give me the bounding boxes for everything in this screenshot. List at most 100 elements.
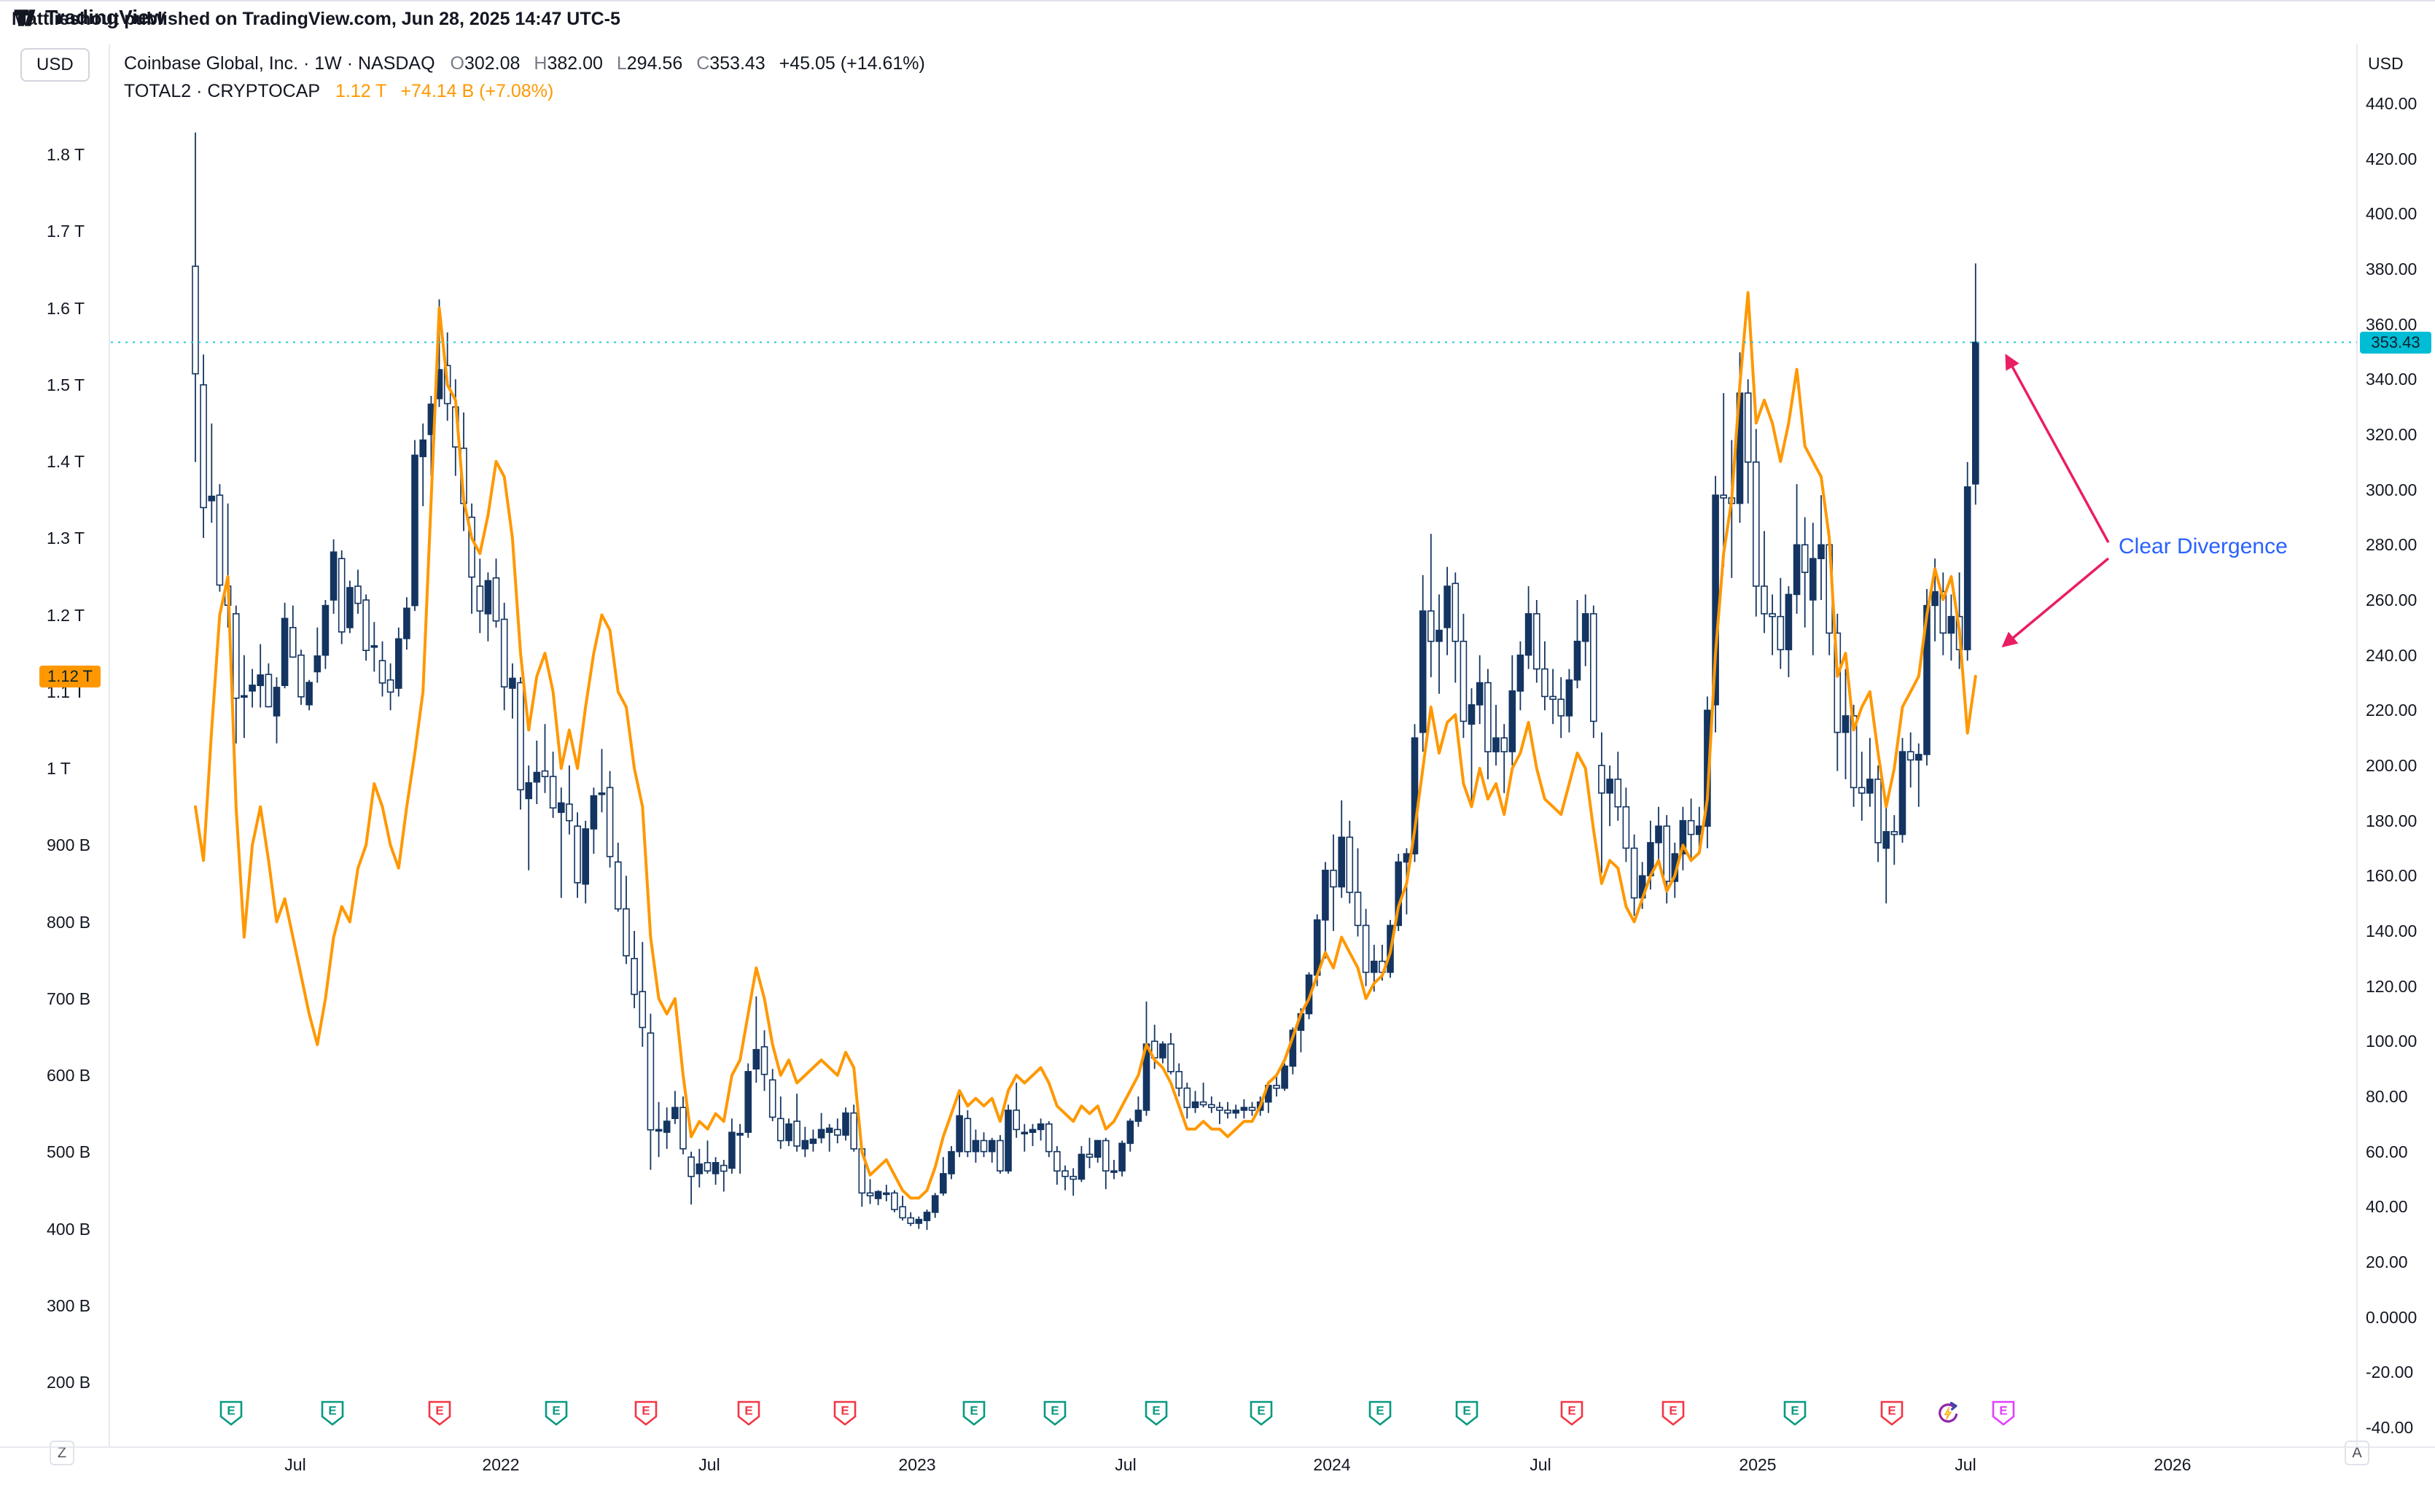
left-axis-tick: 700 B: [47, 989, 91, 1008]
earnings-badge-icon[interactable]: E: [633, 1400, 659, 1426]
earnings-badge-icon[interactable]: E: [1990, 1400, 2017, 1426]
left-axis-tick: 1.4 T: [47, 452, 85, 471]
time-axis-tick: Jul: [1530, 1455, 1551, 1474]
divergence-arrow-up: [2005, 354, 2110, 543]
earnings-badge-icon[interactable]: E: [1143, 1400, 1169, 1426]
time-axis-tick: Jul: [284, 1455, 306, 1474]
earnings-badge-icon[interactable]: E: [319, 1400, 346, 1426]
earnings-badge-icon[interactable]: E: [1248, 1400, 1274, 1426]
right-axis-tick: 260.00: [2366, 591, 2418, 609]
earnings-badge-icon[interactable]: E: [1454, 1400, 1480, 1426]
right-axis-tick: 80.00: [2366, 1087, 2408, 1106]
change-value: +45.05 (+14.61%): [779, 53, 925, 74]
legend-series-total2[interactable]: TOTAL2 · CRYPTOCAP 1.12 T +74.14 B (+7.0…: [124, 79, 934, 106]
open-label: O: [450, 53, 464, 74]
open-value: 302.08: [464, 53, 521, 74]
total2-value-badge: 1.12 T: [39, 666, 101, 687]
svg-text:E: E: [1791, 1404, 1799, 1418]
legend: Coinbase Global, Inc. · 1W · NASDAQ O302…: [124, 51, 934, 106]
svg-text:E: E: [744, 1404, 752, 1418]
svg-text:E: E: [970, 1404, 978, 1418]
right-axis-tick: -20.00: [2366, 1363, 2414, 1382]
svg-text:E: E: [227, 1404, 235, 1418]
right-axis-tick: 440.00: [2366, 94, 2418, 113]
right-axis-tick: 220.00: [2366, 701, 2418, 720]
right-axis-tick: 340.00: [2366, 370, 2418, 389]
left-scale-unit-button[interactable]: USD: [20, 48, 90, 82]
left-axis-tick: 1.6 T: [47, 299, 85, 318]
left-axis-tick: 600 B: [47, 1066, 91, 1085]
timezone-z-button[interactable]: Z: [50, 1441, 74, 1465]
svg-text:E: E: [1257, 1404, 1265, 1418]
right-axis-tick: 60.00: [2366, 1142, 2408, 1161]
earnings-badge-icon[interactable]: E: [1559, 1400, 1585, 1426]
right-axis-tick: 240.00: [2366, 646, 2418, 665]
low-label: L: [616, 53, 627, 74]
left-axis-tick: 1.3 T: [47, 529, 85, 547]
left-axis-tick: 200 B: [47, 1373, 91, 1392]
earnings-badge-icon[interactable]: E: [426, 1400, 453, 1426]
svg-text:E: E: [552, 1404, 560, 1418]
time-axis-tick: 2023: [898, 1455, 936, 1474]
svg-text:E: E: [642, 1404, 650, 1418]
right-axis-tick: 300.00: [2366, 480, 2418, 499]
right-axis-tick: 20.00: [2366, 1252, 2408, 1271]
time-axis-tick: 2026: [2154, 1455, 2192, 1474]
close-label: C: [696, 53, 710, 74]
earnings-badge-icon[interactable]: E: [543, 1400, 569, 1426]
earnings-badge-icon[interactable]: E: [1879, 1400, 1905, 1426]
earnings-badge-icon[interactable]: E: [1367, 1400, 1393, 1426]
price-value-badge: 353.43: [2360, 332, 2431, 354]
series2-value: 1.12 T: [335, 81, 387, 101]
right-axis-tick: 0.0000: [2366, 1308, 2418, 1327]
earnings-badge-icon[interactable]: E: [961, 1400, 987, 1426]
tradingview-brand-text[interactable]: TradingView: [45, 6, 165, 28]
earnings-badge-icon[interactable]: E: [1660, 1400, 1686, 1426]
svg-text:E: E: [1376, 1404, 1384, 1418]
left-axis-tick: 800 B: [47, 913, 91, 932]
right-axis-tick: 160.00: [2366, 866, 2418, 885]
right-axis-tick: 180.00: [2366, 811, 2418, 830]
earnings-badge-icon[interactable]: E: [1782, 1400, 1808, 1426]
svg-text:E: E: [328, 1404, 336, 1418]
auto-scale-a-button[interactable]: A: [2345, 1441, 2369, 1465]
earnings-badge-icon[interactable]: E: [736, 1400, 762, 1426]
right-axis-tick: 140.00: [2366, 921, 2418, 940]
right-axis-tick: -40.00: [2366, 1418, 2414, 1437]
earnings-badge-icon[interactable]: E: [1042, 1400, 1068, 1426]
right-scale-unit-label: USD: [2368, 54, 2404, 73]
svg-text:E: E: [1051, 1404, 1059, 1418]
right-axis-tick: 200.00: [2366, 756, 2418, 775]
low-value: 294.56: [626, 53, 683, 74]
series1-title: Coinbase Global, Inc. · 1W · NASDAQ: [124, 53, 435, 74]
time-axis-tick: 2025: [1739, 1455, 1777, 1474]
left-axis-tick: 1.8 T: [47, 145, 85, 164]
left-axis-tick: 900 B: [47, 835, 91, 854]
svg-text:E: E: [1669, 1404, 1677, 1418]
right-axis-tick: 400.00: [2366, 204, 2418, 223]
divergence-annotation-text[interactable]: Clear Divergence: [2119, 534, 2288, 558]
svg-text:E: E: [435, 1404, 443, 1418]
left-axis-tick: 1.5 T: [47, 375, 85, 394]
left-axis-tick: 1.2 T: [47, 606, 85, 625]
upcoming-earnings-countdown-icon[interactable]: [1935, 1400, 1961, 1426]
divergence-arrow-down: [2001, 557, 2110, 648]
legend-series-coin[interactable]: Coinbase Global, Inc. · 1W · NASDAQ O302…: [124, 51, 934, 79]
earnings-badge-icon[interactable]: E: [218, 1400, 244, 1426]
earnings-badge-icon[interactable]: E: [832, 1400, 858, 1426]
svg-text:E: E: [1152, 1404, 1160, 1418]
series2-title: TOTAL2 · CRYPTOCAP: [124, 81, 321, 101]
left-axis-tick: 400 B: [47, 1220, 91, 1239]
time-axis-tick: Jul: [1115, 1455, 1137, 1474]
tradingview-logo-icon: [12, 4, 38, 31]
close-value: 353.43: [709, 53, 765, 74]
series2-change: +74.14 B (+7.08%): [400, 81, 554, 101]
footer: TradingView: [0, 0, 2435, 34]
publish-header: Mattlieshout published on TradingView.co…: [0, 0, 2435, 41]
svg-text:E: E: [1462, 1404, 1470, 1418]
right-axis-tick: 420.00: [2366, 149, 2418, 168]
right-axis-tick: 40.00: [2366, 1197, 2408, 1216]
right-axis-tick: 120.00: [2366, 977, 2418, 996]
